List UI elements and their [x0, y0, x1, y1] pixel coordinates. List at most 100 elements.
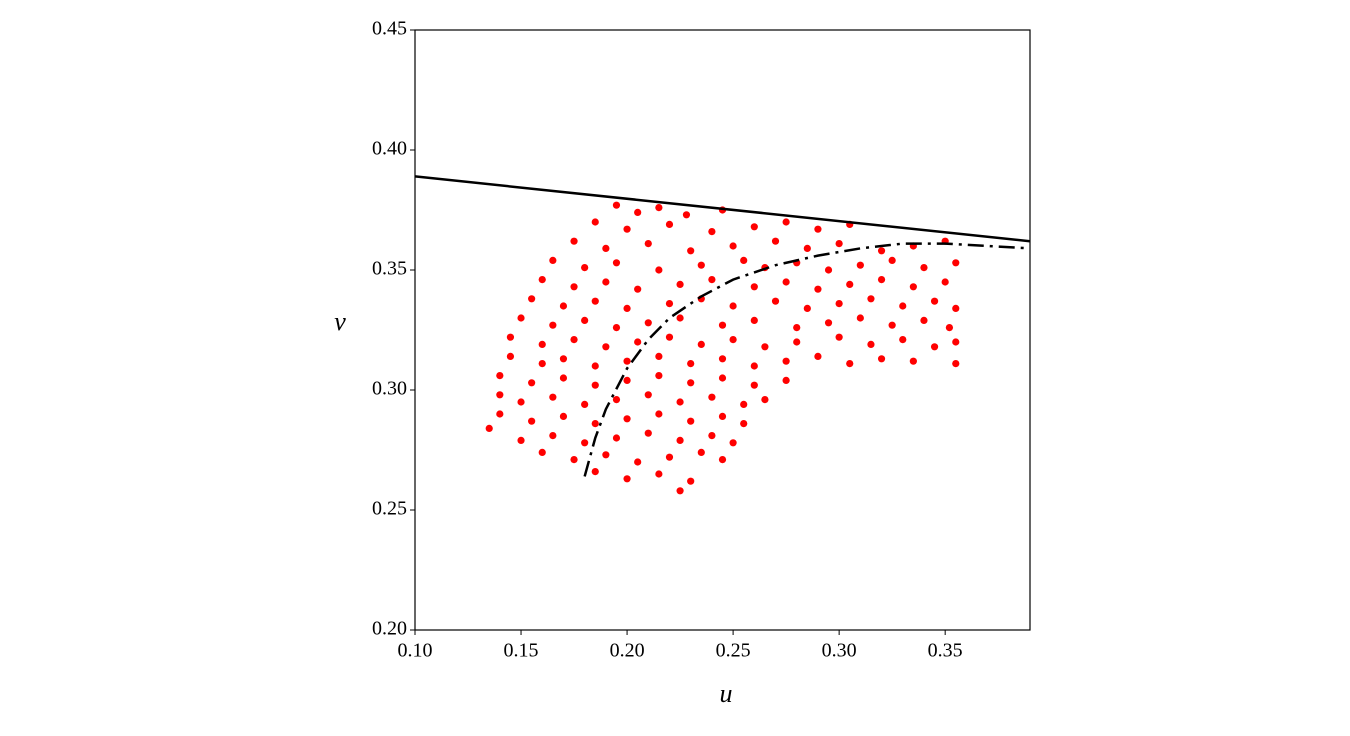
point	[909, 357, 917, 365]
point	[682, 211, 691, 219]
point	[824, 266, 833, 274]
point	[782, 376, 790, 384]
point	[549, 256, 557, 264]
point	[750, 316, 758, 324]
point	[729, 302, 737, 310]
point	[581, 400, 589, 408]
point	[697, 448, 705, 456]
point	[528, 295, 536, 303]
point	[888, 321, 896, 329]
point	[496, 391, 504, 399]
point	[856, 261, 864, 269]
point	[814, 352, 822, 360]
point	[528, 379, 536, 387]
point	[496, 372, 504, 380]
point	[877, 276, 886, 284]
y-axis-title: v	[334, 307, 346, 336]
point	[697, 340, 705, 348]
point	[867, 295, 875, 303]
point	[888, 256, 896, 264]
point	[952, 338, 960, 346]
point	[920, 264, 928, 272]
point	[697, 261, 705, 269]
point	[750, 381, 758, 389]
point	[740, 420, 748, 428]
point	[602, 451, 610, 459]
point	[644, 391, 652, 399]
point	[846, 360, 854, 368]
point	[835, 333, 843, 341]
point	[538, 448, 546, 456]
y-tick-label: 0.35	[372, 258, 407, 280]
dashdot-line	[583, 242, 1030, 477]
point	[644, 319, 652, 327]
point	[952, 259, 960, 267]
point	[602, 244, 610, 252]
point	[761, 343, 769, 351]
point	[676, 314, 684, 322]
point	[517, 398, 525, 406]
point	[634, 208, 642, 216]
point	[612, 259, 621, 267]
point	[602, 278, 610, 286]
point	[952, 360, 960, 368]
point	[591, 381, 599, 389]
point	[612, 324, 621, 332]
point	[623, 376, 631, 384]
point	[899, 302, 907, 310]
point	[835, 300, 843, 308]
point	[623, 475, 631, 483]
point	[952, 304, 960, 312]
point	[623, 415, 631, 423]
point	[835, 240, 843, 248]
point	[687, 417, 695, 425]
point	[708, 228, 716, 236]
point	[517, 436, 525, 444]
point	[665, 333, 674, 341]
point	[634, 458, 642, 466]
point	[856, 314, 864, 322]
point	[559, 412, 568, 420]
x-tick-label: 0.20	[610, 640, 645, 662]
point	[496, 410, 504, 418]
point	[930, 343, 939, 351]
point	[570, 283, 578, 291]
point	[867, 340, 875, 348]
point	[899, 336, 907, 344]
point	[729, 336, 737, 344]
point	[708, 276, 716, 284]
point	[824, 319, 833, 327]
point	[581, 439, 589, 447]
point	[761, 396, 769, 404]
point	[602, 343, 610, 351]
point	[782, 357, 790, 365]
x-tick-label: 0.15	[504, 640, 539, 662]
point	[729, 439, 737, 447]
point	[559, 374, 568, 382]
point	[591, 468, 599, 476]
point	[591, 420, 599, 428]
point	[612, 201, 621, 209]
point	[708, 432, 716, 440]
point	[549, 393, 557, 401]
point	[591, 362, 599, 370]
point	[506, 333, 515, 341]
point	[549, 432, 557, 440]
point	[665, 220, 674, 228]
point	[687, 379, 695, 387]
y-tick-label: 0.30	[372, 378, 407, 400]
point	[920, 316, 928, 324]
point	[676, 487, 684, 495]
point	[846, 280, 854, 288]
point	[687, 360, 695, 368]
point	[771, 297, 780, 305]
point	[634, 338, 642, 346]
point	[740, 400, 748, 408]
point	[718, 374, 727, 382]
point	[793, 324, 801, 332]
point	[517, 314, 525, 322]
point	[538, 360, 546, 368]
point	[803, 304, 811, 312]
point	[634, 285, 642, 293]
